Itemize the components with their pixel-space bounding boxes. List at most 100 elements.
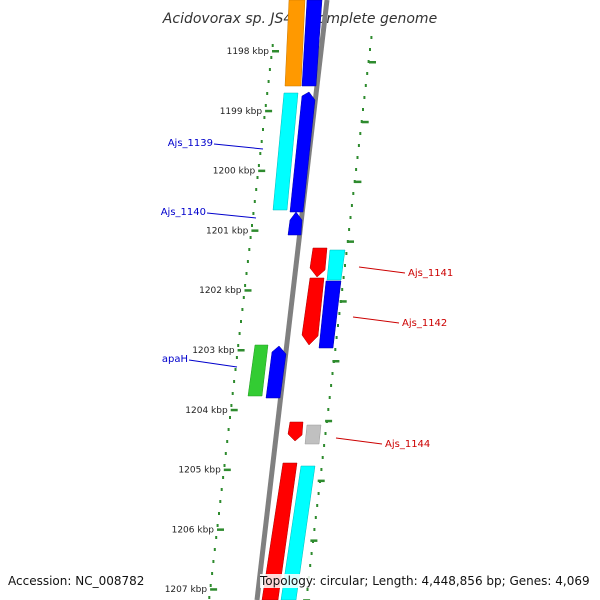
- guide-dot-right: [350, 204, 353, 207]
- gene-feature-blue-1142[interactable]: [318, 280, 342, 349]
- gene-feature-cyan-bottom[interactable]: [280, 465, 316, 600]
- gene-feature-red-1142[interactable]: [301, 277, 325, 346]
- position-ticks: 1198 kbp 1199 kbp 1200 kbp 1201 kbp 1202 kbp…: [165, 47, 376, 600]
- gene-label[interactable]: apaH: [162, 354, 188, 365]
- tick-mark-left: [265, 109, 273, 113]
- guide-dot-left: [222, 476, 225, 479]
- guide-dot-right: [306, 588, 309, 591]
- tick-mark-right: [347, 240, 354, 243]
- guide-dot-left: [240, 320, 242, 323]
- guide-dot-left: [226, 440, 229, 443]
- backbone-line: [254, 0, 330, 600]
- gene-label[interactable]: Ajs_1139: [168, 138, 213, 149]
- guide-dot-left: [252, 212, 255, 215]
- tick-mark-left: [237, 349, 245, 352]
- tick-mark-right: [317, 479, 325, 483]
- guide-dot-left: [268, 68, 271, 71]
- guide-dot-left: [229, 416, 231, 419]
- guide-dot-left: [267, 80, 270, 83]
- guide-dot-right: [337, 324, 339, 327]
- gene-label-leader: [188, 359, 238, 368]
- gene-label[interactable]: Ajs_1144: [385, 439, 430, 450]
- guide-dot-right: [348, 228, 351, 231]
- tick-mark-left: [244, 289, 252, 292]
- topology-text: Topology: circular; Length: 4,448,856 bp…: [260, 574, 590, 588]
- guide-dot-right: [362, 108, 364, 111]
- tick-label: 1203 kbp: [192, 346, 235, 356]
- guide-dot-left: [212, 560, 215, 563]
- tick-label: 1205 kbp: [178, 466, 221, 476]
- guide-dot-left: [238, 332, 241, 335]
- guide-dot-right: [345, 252, 348, 255]
- guide-dot-right: [357, 144, 360, 147]
- tick-label: 1207 kbp: [165, 585, 208, 595]
- guide-dot-right: [310, 552, 313, 555]
- guide-dot-right: [366, 72, 369, 75]
- guide-dot-left: [233, 380, 236, 383]
- gene-feature-red-bottom[interactable]: [261, 462, 298, 600]
- guide-dot-left: [242, 296, 245, 299]
- tick-mark-left: [210, 588, 218, 591]
- guide-dot-left: [218, 512, 220, 515]
- guide-dot-left: [245, 272, 248, 275]
- gene-feature-blue-1140[interactable]: [287, 211, 303, 236]
- guide-dot-right: [317, 492, 320, 495]
- guide-dot-left: [224, 452, 227, 455]
- tick-mark-left: [258, 169, 266, 173]
- tick-mark-right: [369, 61, 376, 64]
- tick-label: 1201 kbp: [206, 226, 249, 236]
- gene-feature-blue-1139[interactable]: [289, 91, 316, 213]
- guide-dot-left: [208, 596, 211, 599]
- guide-dot-left: [220, 488, 223, 491]
- gene-label[interactable]: Ajs_1142: [402, 318, 447, 329]
- gene-label-leader: [358, 266, 406, 274]
- gene-feature-orange[interactable]: [284, 0, 306, 87]
- guide-dot-left: [256, 176, 259, 179]
- gene-features: [247, 0, 346, 600]
- gene-feature-cyan-1141[interactable]: [326, 249, 346, 281]
- guide-dot-right: [370, 36, 373, 39]
- tick-mark-right: [310, 539, 318, 542]
- guide-dot-right: [359, 132, 362, 135]
- gene-feature-red-1144[interactable]: [287, 421, 304, 442]
- guide-dot-right: [323, 444, 326, 447]
- guide-dot-left: [227, 428, 230, 431]
- guide-dot-right: [341, 288, 344, 291]
- guide-dot-left: [219, 500, 222, 503]
- tick-label: 1204 kbp: [185, 406, 228, 416]
- guide-dot-left: [246, 260, 249, 263]
- guide-dot-right: [328, 396, 331, 399]
- gene-feature-blue[interactable]: [301, 0, 323, 87]
- gene-feature-gray-1144[interactable]: [304, 424, 322, 445]
- gene-feature-blue-apah[interactable]: [265, 345, 287, 399]
- guide-dot-left: [215, 536, 218, 539]
- gene-feature-green-apah[interactable]: [247, 344, 269, 397]
- guide-dot-right: [355, 168, 358, 171]
- gene-feature-red-1141[interactable]: [309, 247, 328, 278]
- guide-dot-right: [313, 528, 316, 531]
- guide-dot-left: [253, 200, 256, 203]
- guide-dot-left: [255, 188, 258, 191]
- gene-label[interactable]: Ajs_1141: [408, 268, 453, 279]
- genome-backbone: [254, 0, 330, 600]
- gene-feature-cyan-1139[interactable]: [272, 92, 299, 211]
- guide-dot-left: [248, 248, 251, 251]
- guide-dot-left: [244, 284, 247, 287]
- accession-text: Accession: NC_008782: [8, 574, 145, 588]
- guide-dot-left: [235, 356, 238, 359]
- gene-label-leader: [335, 437, 383, 445]
- gene-label[interactable]: Ajs_1140: [161, 207, 206, 218]
- guide-dot-right: [367, 60, 370, 63]
- guide-dot-right: [316, 504, 319, 507]
- guide-dot-left: [266, 92, 269, 95]
- guide-dot-left: [209, 584, 212, 587]
- guide-dot-right: [349, 216, 352, 219]
- tick-mark-right: [332, 360, 340, 363]
- guide-dot-right: [330, 384, 333, 387]
- tick-label: 1200 kbp: [213, 167, 256, 177]
- guide-dot-right: [352, 192, 355, 195]
- gene-label-leader: [352, 316, 400, 324]
- guide-dot-right: [338, 312, 341, 315]
